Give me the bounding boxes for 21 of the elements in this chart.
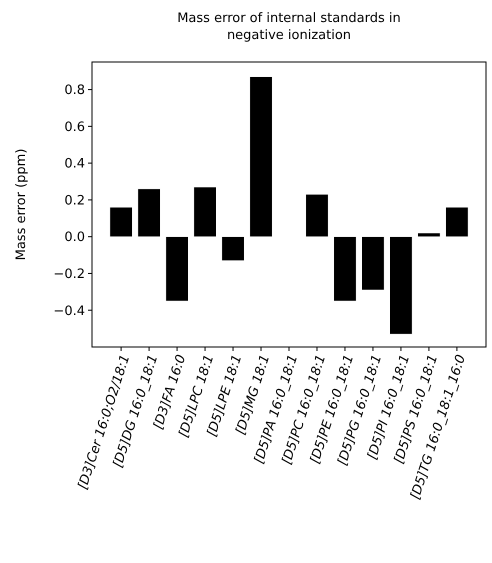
- bar: [445, 207, 468, 237]
- chart-title: Mass error of internal standards in negative ionization: [177, 11, 401, 43]
- y-axis-title: Mass error (ppm): [14, 148, 29, 260]
- y-tick-label: −0.2: [53, 267, 85, 282]
- y-tick-label: 0.0: [64, 230, 85, 246]
- bar: [362, 236, 384, 290]
- y-tick-label: 0.4: [64, 156, 85, 172]
- bar: [334, 236, 356, 302]
- bar: [250, 76, 272, 237]
- y-tick-label: 0.6: [64, 120, 85, 135]
- bar: [389, 236, 412, 334]
- bar: [417, 232, 440, 237]
- bar: [138, 188, 161, 237]
- bar: [306, 194, 328, 237]
- bar: [222, 236, 244, 261]
- y-tick-label: 0.2: [64, 193, 85, 208]
- bar: [166, 236, 189, 302]
- y-tick-label: −0.4: [53, 304, 85, 319]
- bar: [194, 186, 216, 237]
- bar: [110, 207, 133, 237]
- y-tick-label: 0.8: [64, 83, 85, 98]
